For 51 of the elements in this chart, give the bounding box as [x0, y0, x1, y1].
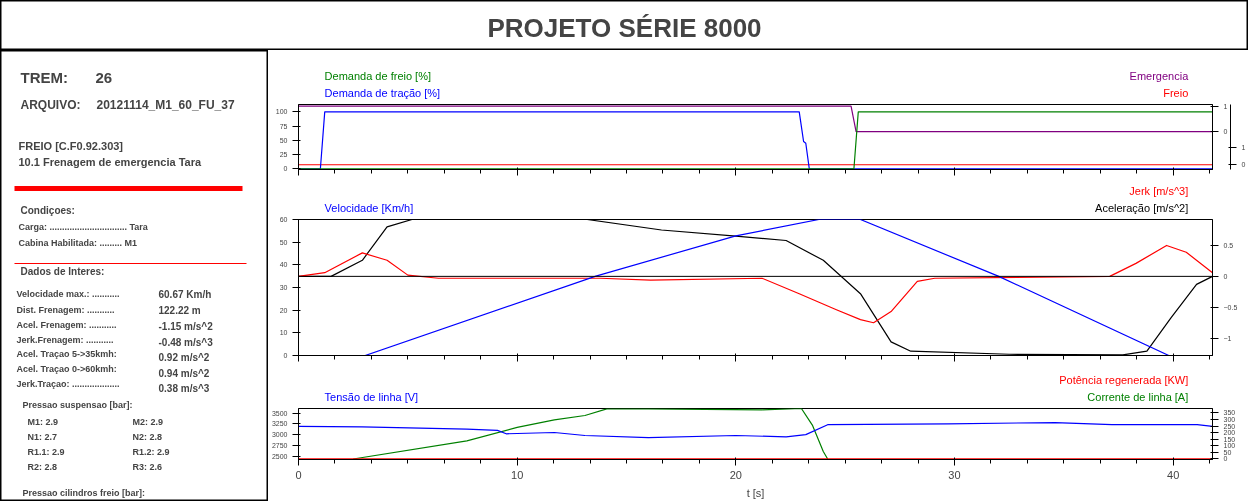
text: Dist. Frenagem: ........... — [16, 304, 115, 315]
text: Acel. Traçao 0->60kmh: — [16, 363, 117, 374]
text: 10.1 Frenagem de emergencia Tara — [18, 155, 202, 168]
text: Acel. Traçao 5->35kmh: — [16, 348, 117, 359]
text: TREM: — [20, 69, 68, 86]
x-tick-label: 40 — [1167, 468, 1180, 481]
text: N1: 2.7 — [27, 431, 58, 442]
text: 0.94 m/s^2 — [158, 368, 210, 379]
x-tick-label: 10 — [511, 468, 524, 481]
text: 26 — [95, 68, 113, 86]
text: R1.2: 2.9 — [132, 446, 170, 457]
text: Jerk.Traçao: ................... — [16, 378, 120, 389]
text: R2: 2.8 — [27, 461, 58, 472]
text: R1.1: 2.9 — [27, 446, 65, 457]
text: Cabina Habilitada: ......... M1 — [18, 237, 138, 248]
text: Freio — [1163, 86, 1189, 99]
text: Velocidade max.: ........... — [16, 288, 120, 299]
x-axis-title: t [s] — [746, 486, 765, 499]
text: Emergencia — [1129, 69, 1190, 82]
text: 0.38 m/s^3 — [158, 383, 210, 394]
text: -1.15 m/s^2 — [158, 321, 214, 332]
text: Velocidade [Km/h] — [324, 201, 414, 214]
text: Dados de Interes: — [20, 266, 105, 277]
series-label: Demanda de tração [%] — [324, 86, 441, 99]
text: R3: 2.6 — [132, 461, 163, 472]
text: ARQUIVO: — [20, 97, 81, 112]
x-tick-label: 0 — [295, 468, 302, 481]
text: -0.48 m/s^3 — [158, 337, 214, 348]
text: Jerk [m/s^3] — [1129, 184, 1189, 197]
text: Demanda de freio [%] — [324, 69, 431, 82]
text: Acel. Frenagem: ........... — [16, 319, 117, 330]
text: Corrente de linha [A] — [1087, 390, 1189, 403]
text: Aceleração [m/s^2] — [1095, 201, 1189, 214]
text: Potência regenerada [KW] — [1059, 373, 1189, 386]
text: Pressao cilindros freio [bar]: — [22, 487, 146, 498]
x-tick-label: 30 — [948, 468, 961, 481]
x-tick-label: 20 — [729, 468, 742, 481]
text: 60.67 Km/h — [158, 289, 212, 300]
text: 0.92 m/s^2 — [158, 352, 210, 363]
text: FREIO [C.F0.92.303] — [18, 139, 124, 152]
text: Condiçoes: — [20, 205, 75, 216]
text: Pressao suspensao [bar]: — [22, 399, 133, 410]
text: PROJETO SÉRIE 8000 — [487, 13, 762, 43]
text: M2: 2.9 — [132, 416, 164, 427]
text: N2: 2.8 — [132, 431, 163, 442]
text: M1: 2.9 — [27, 416, 59, 427]
text: Tensão de linha [V] — [324, 390, 419, 403]
text: Jerk.Frenagem: ........... — [16, 334, 114, 345]
text: 122.22 m — [158, 305, 201, 316]
text: Carga: ............................... Tara — [18, 221, 149, 232]
text: 20121114_M1_60_FU_37 — [96, 97, 235, 112]
